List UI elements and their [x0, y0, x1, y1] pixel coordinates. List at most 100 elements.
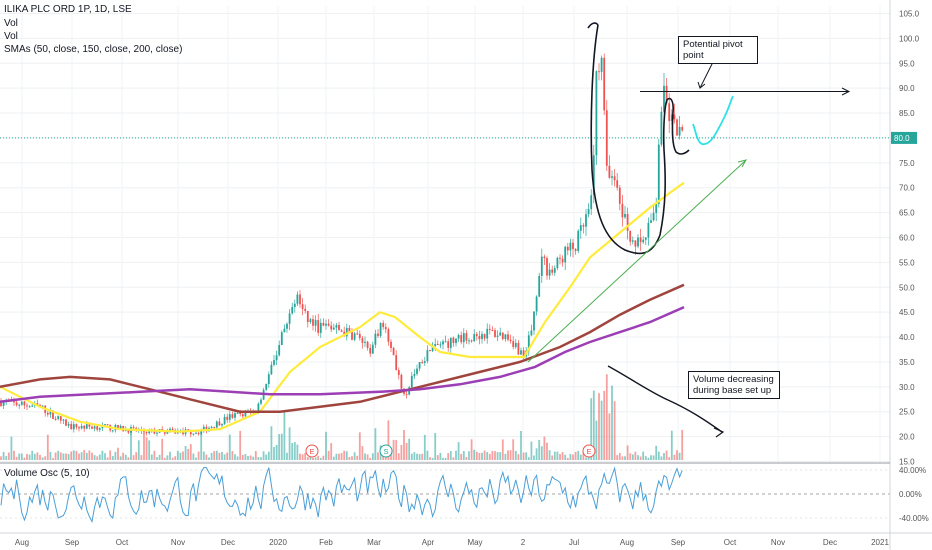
volume-bar	[592, 390, 595, 460]
candle-body	[650, 220, 652, 223]
volume-bar	[345, 451, 348, 460]
volume-bar	[525, 452, 528, 460]
candle-body	[200, 430, 203, 435]
candle-body	[106, 424, 109, 426]
candle-body	[260, 399, 262, 404]
y-tick-label: 65.0	[899, 209, 915, 218]
candle-body	[239, 412, 242, 415]
candle-body	[278, 345, 281, 356]
candle-body	[668, 103, 671, 121]
candle-body	[621, 203, 624, 218]
volume-bar	[26, 453, 28, 460]
volume-bar	[426, 450, 429, 460]
volume-bar	[605, 374, 608, 460]
last-price-badge	[891, 131, 917, 144]
candle-body	[306, 310, 309, 323]
volume-bar	[153, 450, 156, 460]
candle-body	[491, 329, 494, 331]
candle-body	[288, 313, 291, 324]
candle-body	[156, 432, 158, 434]
candle-body	[634, 240, 637, 247]
volume-bar	[210, 452, 213, 460]
volume-bar	[20, 453, 23, 460]
volume-bar	[322, 455, 325, 460]
volume-bar	[257, 456, 260, 460]
candle-body	[551, 269, 554, 273]
volume-bar	[533, 455, 535, 460]
volume-bar	[374, 428, 377, 460]
y-tick-label: 25.0	[899, 408, 915, 417]
volume-bar	[338, 453, 340, 460]
volume-bar	[330, 443, 333, 460]
volume-bar	[507, 450, 509, 460]
candle-body	[447, 341, 450, 348]
candle-body	[564, 246, 567, 263]
pivot-note[interactable]: Potential pivot point	[678, 36, 758, 64]
volume-bar	[548, 450, 551, 460]
volume-bar	[660, 456, 663, 460]
y-tick-label: 35.0	[899, 358, 915, 367]
candle-body	[187, 429, 190, 431]
candle-body	[15, 402, 18, 406]
candle-body	[644, 237, 647, 240]
event-marker	[305, 444, 319, 458]
x-tick-label: May	[467, 538, 482, 547]
candle-body	[413, 373, 416, 376]
volume-bar	[169, 451, 171, 460]
candle-body	[392, 347, 395, 356]
y-tick-label: 75.0	[899, 159, 915, 168]
candle-body	[647, 222, 650, 238]
volume-bar	[673, 454, 676, 460]
volume-bar	[340, 452, 343, 460]
candle-body	[442, 341, 444, 345]
candle-body	[286, 323, 288, 329]
candle-body	[57, 416, 60, 420]
x-tick-label: Aug	[15, 538, 29, 547]
volume-bar	[80, 452, 83, 460]
volume-decrease-arrow	[607, 365, 723, 433]
volume-bar	[405, 442, 408, 460]
volume-bar	[39, 454, 41, 460]
sma-50-line	[0, 181, 685, 433]
volume-bar	[23, 457, 26, 460]
osc-tick-label: -40.00%	[899, 514, 929, 523]
candle-body	[384, 327, 387, 330]
candle-body	[379, 322, 382, 336]
volume-bar	[286, 452, 288, 460]
volume-bar	[88, 450, 91, 460]
volume-bars	[0, 374, 684, 460]
candle-body	[637, 237, 639, 247]
candle-body	[616, 180, 619, 188]
volume-bar	[356, 455, 359, 460]
volume-bar	[2, 451, 5, 460]
x-tick-label: Apr	[422, 538, 435, 547]
event-marker-label: S	[383, 447, 388, 456]
handle-projection	[692, 95, 734, 146]
candle-body	[41, 405, 44, 407]
candle-body	[374, 333, 377, 345]
candle-body	[369, 347, 372, 354]
volume-bar	[423, 434, 426, 460]
volume-bar	[91, 452, 93, 460]
y-tick-label: 45.0	[899, 308, 915, 317]
y-tick-label: 15.0	[899, 458, 915, 467]
volume-bar	[397, 453, 400, 460]
volume-bar	[395, 440, 398, 460]
y-tick-label: 55.0	[899, 258, 915, 267]
volume-note[interactable]: Volume decreasing during base set up	[688, 371, 780, 399]
volume-bar	[161, 438, 164, 460]
volume-bar	[239, 430, 242, 460]
volume-bar	[106, 457, 109, 460]
volume-bar	[13, 450, 15, 460]
candle-body	[678, 127, 681, 136]
volume-bar	[444, 457, 447, 460]
candle-body	[62, 419, 65, 421]
volume-bar	[535, 448, 538, 460]
volume-bar	[109, 450, 112, 460]
volume-bar	[135, 452, 138, 460]
candle-body	[434, 343, 437, 346]
candle-body	[332, 327, 335, 330]
volume-bar	[317, 455, 320, 460]
candle-body	[533, 311, 535, 331]
